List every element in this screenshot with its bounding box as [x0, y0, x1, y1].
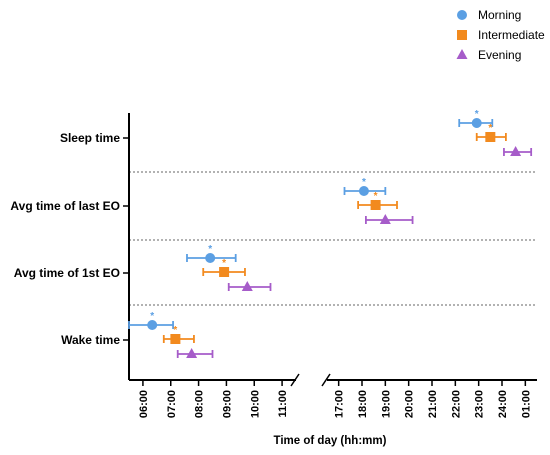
point-marker [219, 267, 230, 277]
x-tick-label: 09:00 [221, 390, 233, 418]
point-marker [147, 320, 158, 330]
x-tick-label: 24:00 [497, 390, 509, 418]
data-point [364, 214, 414, 224]
point-marker [370, 200, 381, 210]
category-label: Sleep time [60, 131, 120, 145]
legend-item: Morning [457, 8, 521, 22]
point-marker [456, 49, 468, 59]
axis-break-mark [290, 373, 300, 387]
legend-item: Evening [456, 48, 521, 62]
category-label: Avg time of 1st EO [14, 266, 120, 280]
data-point: * [458, 109, 494, 128]
x-tick-label: 08:00 [194, 390, 206, 418]
data-point: * [475, 123, 507, 142]
data-marks: * * * * * * * * [128, 109, 533, 358]
data-point: * [128, 311, 174, 330]
data-point [227, 281, 272, 291]
significance-marker: * [173, 325, 177, 336]
data-point: * [186, 244, 237, 263]
x-tick-label: 22:00 [450, 390, 462, 418]
x-tick-label: 21:00 [427, 390, 439, 418]
x-tick-label: 23:00 [474, 390, 486, 418]
x-tick-label: 19:00 [380, 390, 392, 418]
category-separators [129, 171, 537, 306]
x-tick-label: 11:00 [277, 390, 289, 418]
point-marker [205, 253, 216, 263]
x-tick-label: 01:00 [520, 390, 532, 418]
data-point: * [162, 325, 195, 344]
x-axis-title: Time of day (hh:mm) [274, 435, 387, 447]
point-marker [510, 146, 522, 156]
significance-marker: * [362, 177, 366, 188]
point-marker [170, 334, 181, 344]
point-marker [379, 214, 391, 224]
category-label: Wake time [61, 333, 120, 347]
x-tick-label: 17:00 [334, 390, 346, 418]
legend-label: Evening [478, 48, 521, 62]
significance-marker: * [488, 123, 492, 134]
x-tick-label: 10:00 [249, 390, 261, 418]
legend-label: Intermediate [478, 28, 545, 42]
x-tick-label: 07:00 [166, 390, 178, 418]
significance-marker: * [208, 244, 212, 255]
significance-marker: * [475, 109, 479, 120]
axes: 06:00 07:00 08:00 09:00 10:00 11:00 17:00 18:00… [123, 113, 537, 418]
data-point: * [357, 191, 398, 210]
point-marker [241, 281, 253, 291]
category-labels: Sleep time Avg time of last EO Avg time of… [10, 131, 120, 347]
point-marker [186, 348, 198, 358]
legend-item: Intermediate [457, 28, 545, 42]
significance-marker: * [222, 258, 226, 269]
point-marker [485, 132, 496, 142]
significance-marker: * [150, 311, 154, 322]
data-point [503, 146, 533, 156]
data-point: * [202, 258, 246, 277]
axis-break-mark [321, 373, 331, 387]
significance-marker: * [374, 191, 378, 202]
point-marker [358, 186, 369, 196]
point-marker [457, 30, 467, 40]
x-tick-label: 06:00 [138, 390, 150, 418]
x-tick-label: 18:00 [357, 390, 369, 418]
legend-label: Morning [478, 8, 521, 22]
point-marker [471, 118, 482, 128]
data-point: * [343, 177, 387, 196]
x-tick-label: 20:00 [404, 390, 416, 418]
legend: Morning Intermediate Evening [456, 8, 545, 62]
data-point [176, 348, 214, 358]
point-marker [457, 10, 467, 20]
category-label: Avg time of last EO [10, 199, 120, 213]
